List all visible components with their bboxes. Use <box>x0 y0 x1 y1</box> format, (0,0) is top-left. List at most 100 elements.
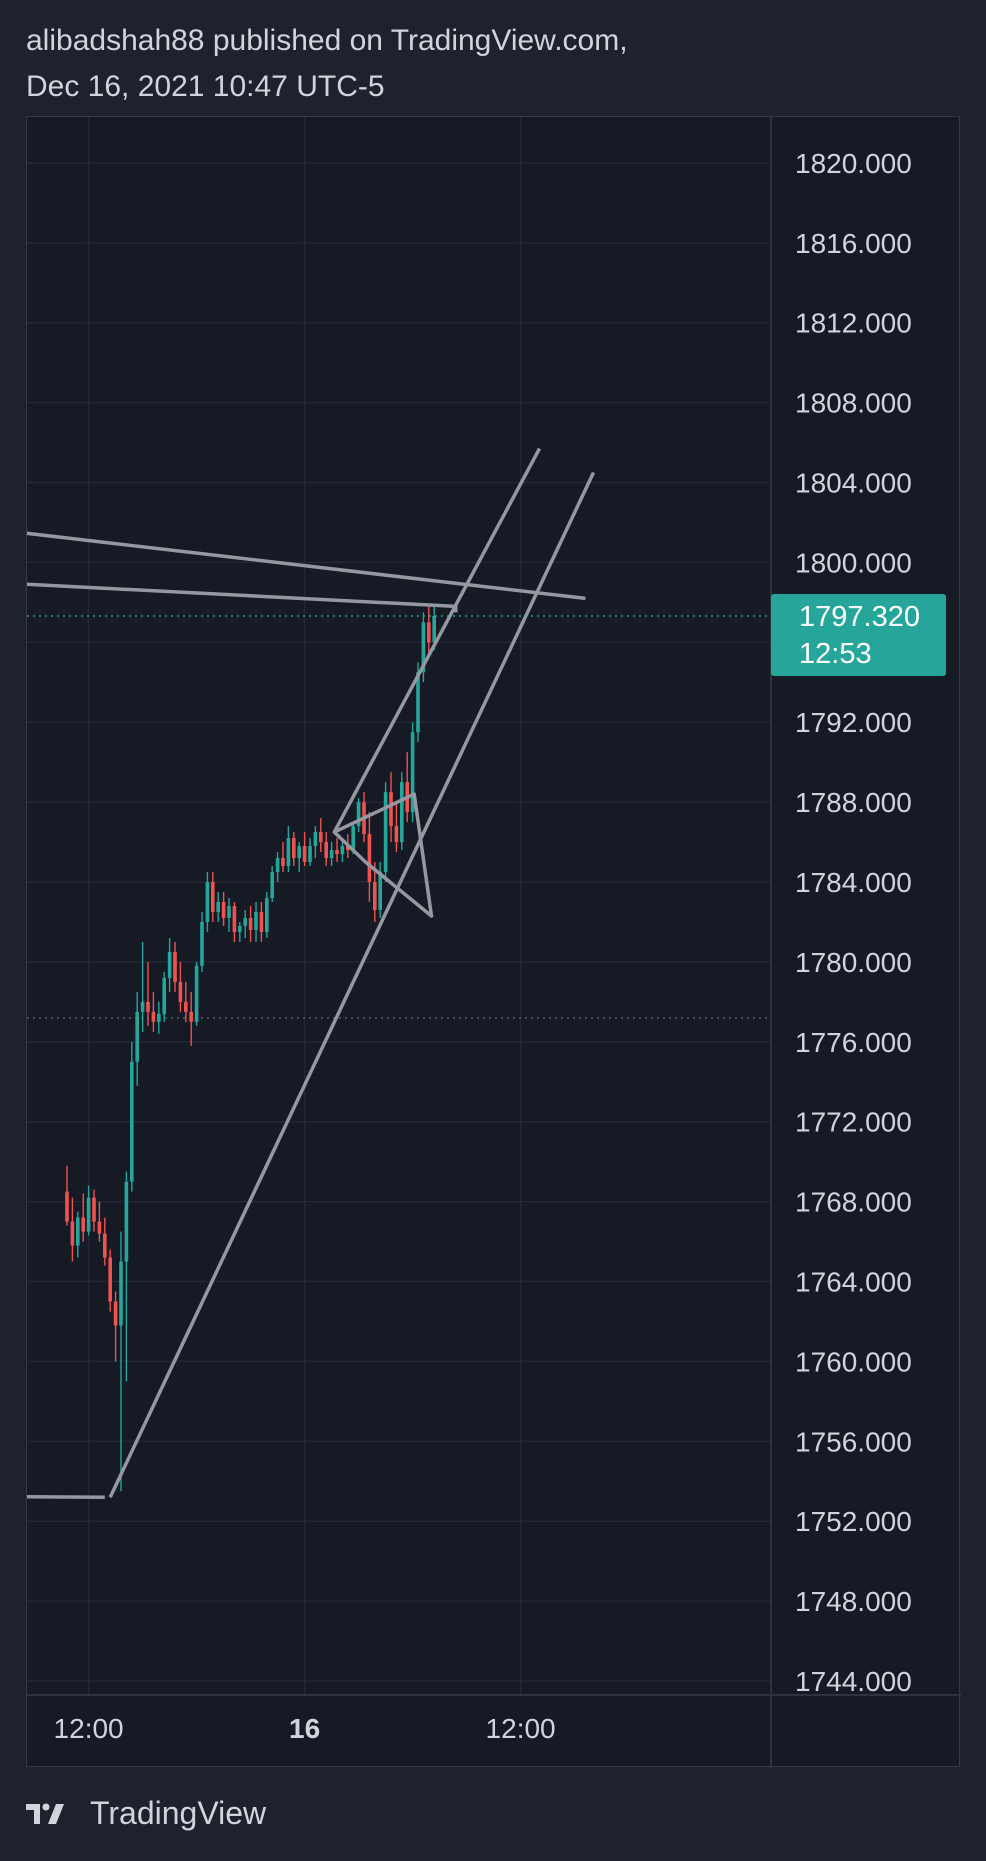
candle-down <box>211 882 215 912</box>
candle-down <box>184 1001 188 1012</box>
price-tick-label: 1756.000 <box>795 1426 912 1457</box>
price-tick-label: 1800.000 <box>795 547 912 578</box>
candle-down <box>259 911 264 932</box>
candle-up <box>421 622 426 673</box>
candle-up <box>200 921 204 966</box>
candle-up <box>383 792 388 873</box>
candle-up <box>308 846 312 863</box>
candle-down <box>97 1221 102 1234</box>
candle-up <box>297 846 301 859</box>
candle-up <box>135 1011 139 1062</box>
candle-down <box>173 951 177 982</box>
candle-down <box>302 846 307 863</box>
candle-up <box>432 615 436 643</box>
candlestick-chart[interactable]: 1744.000 1748.000 1752.000 1756.000 1760.000… <box>27 117 961 1768</box>
candle-up <box>227 906 231 918</box>
candle-up <box>400 782 404 843</box>
publisher-line[interactable]: alibadshah88 published on TradingView.co… <box>26 24 628 57</box>
candle-up <box>254 911 258 930</box>
price-tick-label: 1804.000 <box>795 468 912 499</box>
candle-down <box>221 902 226 918</box>
candle-up <box>313 832 318 847</box>
candle-down <box>70 1221 75 1246</box>
candle-up <box>265 898 269 932</box>
candle-down <box>324 842 328 859</box>
candle-down <box>394 826 399 843</box>
candle-down <box>103 1233 107 1258</box>
candle-up <box>286 838 291 867</box>
last-price-tag <box>771 593 946 676</box>
candle-up <box>130 1061 134 1182</box>
candle-down <box>319 832 323 843</box>
candle-up <box>167 951 172 978</box>
plot-layer <box>27 447 771 1500</box>
price-tick-label: 1752.000 <box>795 1506 912 1537</box>
candle-down <box>427 622 431 643</box>
candle-up <box>216 902 220 912</box>
price-tick-label: 1784.000 <box>795 867 912 898</box>
price-tick-label: 1816.000 <box>795 228 912 259</box>
candle-down <box>389 792 393 827</box>
price-tick-label: 1748.000 <box>795 1586 912 1617</box>
candle-up <box>329 850 334 859</box>
last-price-value: 1797.320 <box>799 601 920 633</box>
candle-up <box>157 1013 161 1022</box>
time-tick-label: 16 <box>289 1713 320 1744</box>
bull-flag-pattern <box>332 792 434 918</box>
candle-up <box>194 965 199 1022</box>
candle-down <box>281 858 285 867</box>
candle-down <box>65 1191 69 1222</box>
footer-branding[interactable]: TradingView <box>26 1795 266 1832</box>
candle-down <box>178 981 183 1002</box>
price-tick-label: 1772.000 <box>795 1107 912 1138</box>
price-tick-label: 1792.000 <box>795 707 912 738</box>
candle-down <box>151 1011 156 1022</box>
candle-down <box>335 850 339 855</box>
candle-down <box>248 917 253 930</box>
candle-down <box>81 1217 85 1232</box>
price-tick-label: 1788.000 <box>795 787 912 818</box>
candle-up <box>162 977 166 1014</box>
candle-up <box>275 858 280 873</box>
price-tick-label: 1776.000 <box>795 1027 912 1058</box>
plot-area <box>27 117 771 1695</box>
ascending-channel-resistance <box>332 447 542 833</box>
price-tick-label: 1768.000 <box>795 1187 912 1218</box>
price-tick-label: 1812.000 <box>795 308 912 339</box>
candle-down <box>113 1301 118 1326</box>
candle-up <box>410 732 415 813</box>
tradingview-logo-icon <box>26 1803 64 1824</box>
publication-header: alibadshah88 published on TradingView.co… <box>26 18 628 110</box>
candle-up <box>416 672 420 733</box>
candle-up <box>243 917 247 926</box>
price-tick-label: 1744.000 <box>795 1666 912 1697</box>
candle-up <box>340 846 345 855</box>
brand-name: TradingView <box>90 1795 267 1831</box>
candle-down <box>146 1001 150 1012</box>
descending-trendline-upper <box>27 531 586 601</box>
candle-up <box>238 925 242 932</box>
candle-up <box>124 1181 129 1262</box>
candle-up <box>76 1217 80 1246</box>
price-tick-label: 1820.000 <box>795 148 912 179</box>
price-tick-label: 1764.000 <box>795 1267 912 1298</box>
candle-down <box>367 834 372 883</box>
candle-up <box>119 1261 123 1326</box>
candle-down <box>92 1197 96 1222</box>
ascending-channel-support <box>108 471 596 1499</box>
candle-up <box>86 1197 91 1232</box>
candle-down <box>346 846 350 851</box>
bar-countdown: 12:53 <box>799 638 872 670</box>
candle-down <box>373 882 377 910</box>
candle-up <box>356 802 361 827</box>
candle-up <box>270 872 274 899</box>
candle-up <box>140 1001 145 1012</box>
candle-down <box>292 838 296 859</box>
candle-down <box>232 906 237 932</box>
candle-up <box>351 826 355 851</box>
price-tick-label: 1808.000 <box>795 388 912 419</box>
chart-panel[interactable]: 1744.000 1748.000 1752.000 1756.000 1760.000… <box>26 116 961 1768</box>
candle-up <box>378 872 382 910</box>
candle-up <box>205 882 210 922</box>
time-tick-label: 12:00 <box>54 1713 124 1744</box>
